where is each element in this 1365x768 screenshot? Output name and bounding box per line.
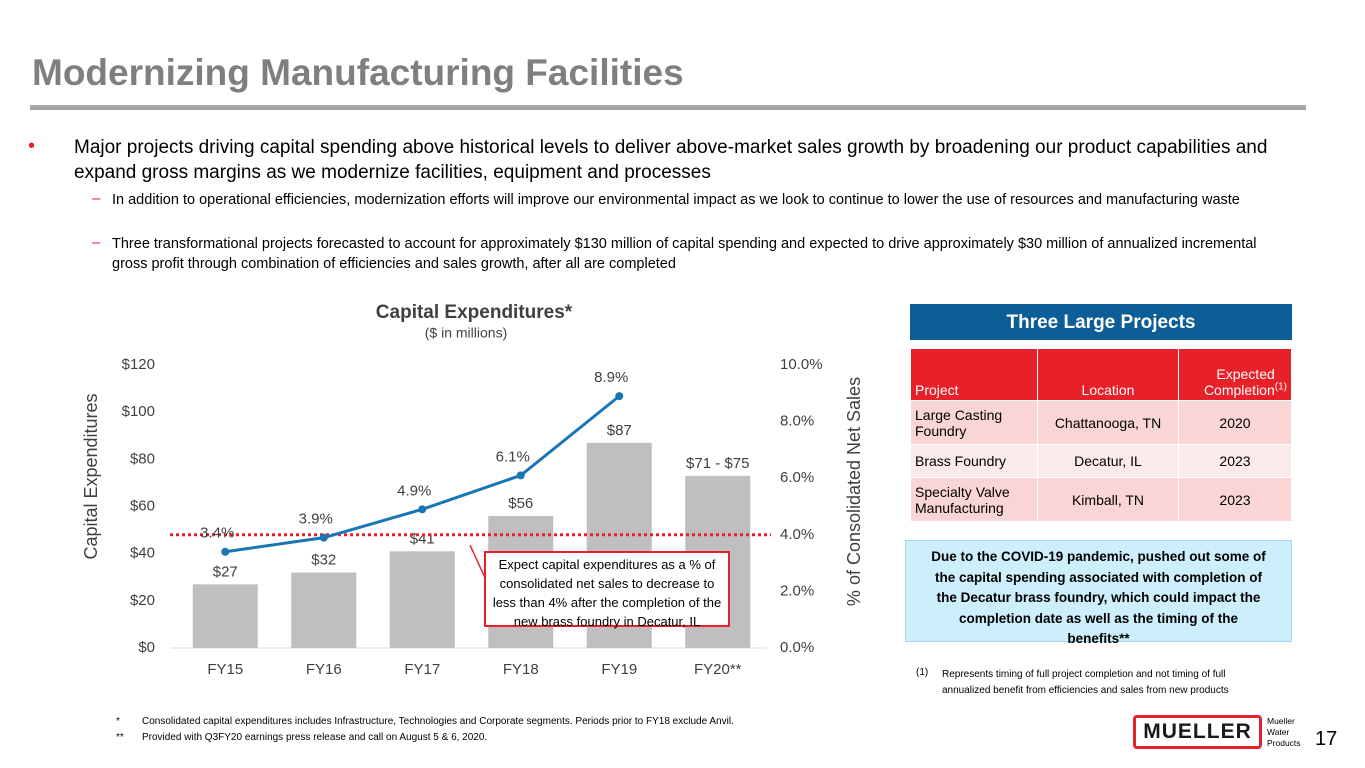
bullet-sub: In addition to operational efficiencies,…	[112, 192, 1240, 208]
cell: Brass Foundry	[910, 444, 1038, 478]
bar	[389, 551, 455, 648]
y-tick-label: $60	[130, 497, 155, 514]
bullet-dot: •	[28, 135, 36, 157]
footnote: Provided with Q3FY20 earnings press rele…	[142, 732, 488, 743]
header-text: Expected Completion	[1203, 366, 1275, 398]
y2-tick-label: 8.0%	[780, 413, 814, 430]
x-tick-label: FY15	[207, 661, 243, 678]
bullet-sub: Three transformational projects forecast…	[112, 236, 1257, 272]
cell: Decatur, IL	[1037, 444, 1179, 478]
covid-note: Due to the COVID-19 pandemic, pushed out…	[905, 540, 1292, 646]
line-value-label: 4.9%	[397, 482, 431, 499]
bullet-main: Major projects driving capital spending …	[74, 137, 1268, 183]
bar-value-label: $87	[607, 422, 632, 439]
annotation-text: Expect capital expenditures as a % of co…	[492, 557, 722, 629]
footnote: Consolidated capital expenditures includ…	[142, 716, 734, 727]
x-tick-label: FY17	[404, 661, 440, 678]
logo: MUELLER	[1133, 715, 1262, 749]
bar-value-label: $27	[213, 563, 238, 580]
cell: Specialty Valve Manufacturing	[910, 477, 1038, 522]
x-tick-label: FY16	[306, 661, 342, 678]
header-cell: Location	[1037, 348, 1179, 401]
page-number: 17	[1315, 728, 1338, 750]
header-cell: Project	[910, 348, 1038, 401]
y-tick-label: $120	[122, 356, 155, 373]
y-tick-label: $0	[138, 639, 155, 656]
line-point	[221, 547, 230, 556]
bar-value-label: $32	[311, 552, 336, 569]
table-footnote-mark: (1)	[916, 667, 929, 678]
table-row: Large Casting Foundry Chattanooga, TN 2020	[910, 400, 1292, 445]
y-tick-label: $40	[130, 545, 155, 562]
header-cell: Expected Completion(1)	[1178, 348, 1292, 401]
table-header: Project Location Expected Completion(1)	[910, 348, 1292, 401]
y-tick-label: $100	[122, 403, 155, 420]
cell: Large Casting Foundry	[910, 400, 1038, 445]
sub-dash: –	[92, 190, 101, 207]
cell: 2020	[1178, 400, 1292, 445]
cell: 2023	[1178, 477, 1292, 522]
table-row: Specialty Valve Manufacturing Kimball, TN…	[910, 477, 1292, 522]
line	[225, 394, 621, 554]
table-title: Three Large Projects	[910, 304, 1292, 340]
table-footnote: Represents timing of full project comple…	[942, 669, 1229, 696]
bar-value-label: $41	[410, 530, 435, 547]
bar-value-label: $71 - $75	[686, 455, 749, 472]
title-rule	[30, 105, 1306, 110]
annotation-pointer	[469, 544, 487, 581]
y-tick-label: $20	[130, 592, 155, 609]
line-point	[418, 505, 427, 514]
y2-tick-label: 4.0%	[780, 526, 814, 543]
projects-table: Project Location Expected Completion(1) …	[910, 348, 1292, 522]
y2-tick-label: 6.0%	[780, 469, 814, 486]
footnote-mark: **	[116, 732, 124, 743]
table-row: Brass Foundry Decatur, IL 2023	[910, 444, 1292, 478]
y-tick-label: $80	[130, 450, 155, 467]
cell: Kimball, TN	[1037, 477, 1179, 522]
y2-tick-label: 0.0%	[780, 639, 814, 656]
logo-name: MUELLER	[1136, 718, 1259, 746]
y2-tick-label: 2.0%	[780, 582, 814, 599]
line-point	[516, 471, 525, 480]
line-value-label: 6.1%	[496, 448, 530, 465]
x-tick-label: FY18	[503, 661, 539, 678]
x-tick-label: FY19	[601, 661, 637, 678]
y2-tick-label: 10.0%	[780, 356, 823, 373]
y2-axis-label: % of Consolidated Net Sales	[844, 377, 864, 606]
line-value-label: 3.9%	[299, 511, 333, 528]
chart-subtitle: ($ in millions)	[425, 325, 507, 341]
y-axis-label: Capital Expenditures	[81, 393, 101, 559]
bar	[291, 572, 357, 648]
header-note: (1)	[1274, 381, 1287, 393]
line-value-label: 3.4%	[200, 525, 234, 542]
annotation-box: Expect capital expenditures as a % of co…	[484, 551, 730, 629]
bar	[192, 584, 258, 648]
chart-title: Capital Expenditures*	[376, 302, 573, 323]
sub-dash: –	[92, 234, 101, 251]
bar-value-label: $56	[508, 495, 533, 512]
x-tick-label: FY20**	[694, 661, 742, 678]
line-value-label: 8.9%	[594, 369, 628, 386]
slide-title: Modernizing Manufacturing Facilities	[32, 52, 684, 93]
line-point	[615, 392, 624, 401]
line-point	[319, 533, 328, 542]
footnote-mark: *	[116, 716, 120, 727]
logo-tagline: Mueller Water Products	[1267, 716, 1301, 748]
cell: Chattanooga, TN	[1037, 400, 1179, 445]
cell: 2023	[1178, 444, 1292, 478]
